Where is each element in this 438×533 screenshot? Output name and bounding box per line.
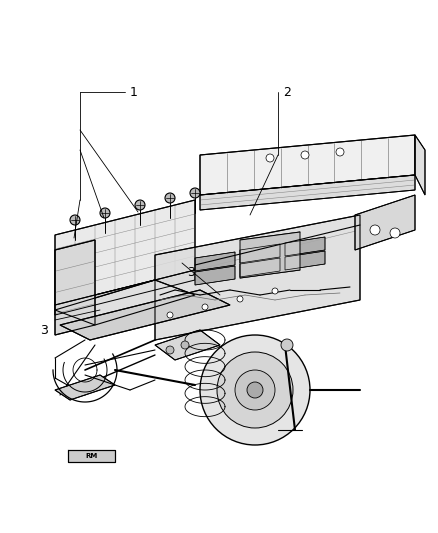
Polygon shape bbox=[355, 195, 415, 250]
Polygon shape bbox=[200, 175, 415, 210]
Circle shape bbox=[190, 188, 200, 198]
Circle shape bbox=[235, 370, 275, 410]
Polygon shape bbox=[195, 266, 235, 285]
Circle shape bbox=[390, 228, 400, 238]
Text: 3: 3 bbox=[40, 324, 48, 336]
Circle shape bbox=[166, 346, 174, 354]
Circle shape bbox=[237, 296, 243, 302]
Circle shape bbox=[135, 200, 145, 210]
Polygon shape bbox=[55, 200, 195, 305]
Polygon shape bbox=[240, 244, 280, 263]
Circle shape bbox=[266, 154, 274, 162]
Polygon shape bbox=[55, 270, 195, 315]
Circle shape bbox=[272, 288, 278, 294]
Polygon shape bbox=[195, 252, 235, 271]
Polygon shape bbox=[55, 240, 95, 335]
Polygon shape bbox=[240, 232, 300, 278]
Circle shape bbox=[70, 215, 80, 225]
Polygon shape bbox=[60, 290, 230, 340]
Circle shape bbox=[200, 335, 310, 445]
Polygon shape bbox=[200, 135, 415, 195]
Circle shape bbox=[336, 148, 344, 156]
Polygon shape bbox=[55, 375, 115, 400]
Circle shape bbox=[247, 382, 263, 398]
Text: RM: RM bbox=[85, 453, 97, 459]
Polygon shape bbox=[240, 258, 280, 277]
Polygon shape bbox=[155, 330, 220, 360]
Circle shape bbox=[370, 225, 380, 235]
Text: 1: 1 bbox=[130, 85, 138, 99]
Circle shape bbox=[281, 339, 293, 351]
Text: 3: 3 bbox=[187, 266, 195, 279]
Circle shape bbox=[100, 208, 110, 218]
Polygon shape bbox=[415, 135, 425, 195]
Circle shape bbox=[301, 151, 309, 159]
Circle shape bbox=[165, 193, 175, 203]
Circle shape bbox=[181, 341, 189, 349]
Text: 2: 2 bbox=[283, 85, 291, 99]
Polygon shape bbox=[55, 280, 195, 325]
Polygon shape bbox=[285, 251, 325, 270]
Polygon shape bbox=[68, 450, 115, 462]
Polygon shape bbox=[155, 215, 360, 340]
Circle shape bbox=[217, 352, 293, 428]
Circle shape bbox=[167, 312, 173, 318]
Circle shape bbox=[202, 304, 208, 310]
Polygon shape bbox=[285, 237, 325, 256]
